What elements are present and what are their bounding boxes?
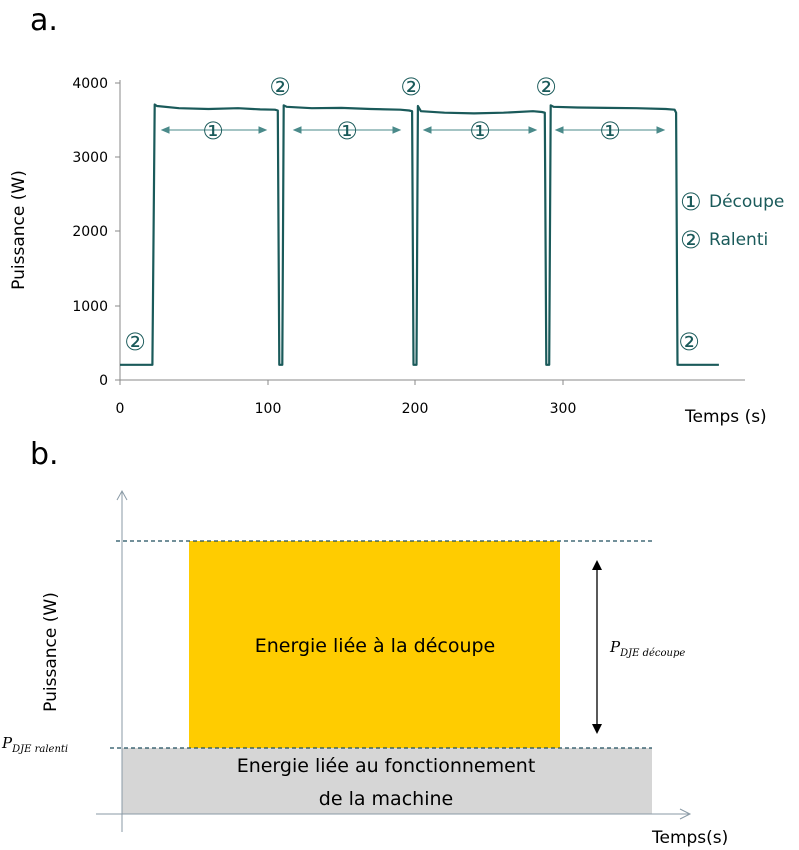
legend-label: Découpe: [709, 192, 784, 212]
x-tick-label: 0: [116, 401, 125, 417]
idle-phase-marker: ②: [678, 328, 700, 356]
cut-phase-marker: ①: [599, 117, 621, 145]
cut-energy-box: [189, 541, 560, 748]
panel-a-x-ticks: 0 100 200 300: [116, 380, 577, 417]
legend-label: Ralenti: [709, 230, 768, 250]
cut-phase-marker: ①: [469, 117, 491, 145]
panel-a-y-ticks: 4000 3000 2000 1000 0: [72, 76, 120, 389]
idle-energy-label-line2: de la machine: [319, 788, 453, 810]
y-tick-label: 4000: [72, 76, 108, 92]
power-series-line: [120, 103, 719, 366]
panel-a-label: a.: [30, 3, 58, 38]
panel-b-x-axis-arrowhead: [679, 808, 692, 820]
y-tick-label: 2000: [72, 224, 108, 240]
panel-b-label: b.: [30, 437, 59, 472]
panel-a-y-axis-title: Puissance (W): [9, 170, 29, 290]
p-dje-idle-label: PDJE ralenti: [1, 734, 68, 755]
x-tick-label: 200: [402, 401, 429, 417]
idle-phase-marker: ②: [535, 73, 557, 101]
idle-phase-marker: ②: [400, 73, 422, 101]
idle-phase-marker: ②: [124, 328, 146, 356]
panel-a-legend: ① Découpe ② Ralenti: [680, 188, 784, 254]
idle-phase-marker: ②: [269, 73, 291, 101]
idle-energy-box: [122, 748, 652, 814]
x-tick-label: 100: [255, 401, 282, 417]
y-tick-label: 3000: [72, 150, 108, 166]
idle-energy-label-line1: Energie liée au fonctionnement: [237, 755, 536, 777]
panel-b-x-axis-title: Temps(s): [651, 828, 728, 848]
cut-energy-label: Energie liée à la découpe: [255, 635, 496, 657]
panel-b-y-axis-title: Puissance (W): [41, 592, 61, 712]
cut-power-double-arrow: [592, 560, 602, 734]
cut-phase-marker: ①: [202, 117, 224, 145]
panel-a-x-axis-title: Temps (s): [684, 407, 767, 427]
legend-symbol: ②: [680, 226, 702, 254]
phase-markers: ① ① ① ① ② ② ② ② ②: [124, 73, 700, 356]
panel-b-y-axis-arrowhead: [116, 489, 128, 501]
y-tick-label: 0: [99, 373, 108, 389]
cut-phase-arrows: [160, 126, 666, 134]
legend-symbol: ①: [680, 188, 702, 216]
p-dje-cut-label: PDJE découpe: [609, 638, 685, 659]
y-tick-label: 1000: [72, 299, 108, 315]
cut-phase-marker: ①: [336, 117, 358, 145]
x-tick-label: 300: [550, 401, 577, 417]
